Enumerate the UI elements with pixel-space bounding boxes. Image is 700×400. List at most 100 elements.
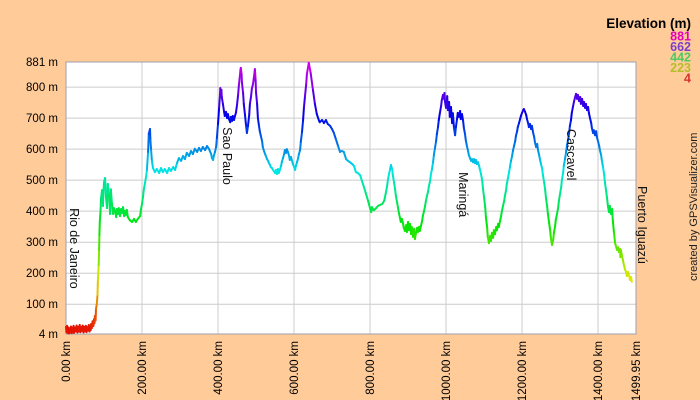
elevation-profile-segment	[361, 180, 365, 188]
elevation-profile-segment	[393, 181, 397, 191]
elevation-profile-segment	[101, 181, 105, 207]
elevation-profile-segment	[139, 208, 142, 218]
x-axis-tick-label: 800.00 km	[365, 341, 377, 395]
elevation-profile-segment	[429, 173, 432, 183]
elevation-profile-segment	[435, 126, 439, 135]
x-axis-tick-label: 1499.95 km	[631, 341, 643, 400]
legend-value-881: 881	[670, 30, 691, 44]
elevation-profile-segment	[568, 124, 571, 134]
elevation-profile-segment	[434, 140, 438, 149]
elevation-profile-segment	[220, 96, 224, 105]
elevation-profile-segment	[464, 139, 468, 148]
elevation-profile-segment	[250, 88, 253, 98]
elevation-profile-segment	[600, 159, 604, 169]
elevation-profile-segment	[536, 142, 539, 152]
elevation-profile-segment	[611, 219, 615, 234]
elevation-profile-segment	[431, 160, 435, 170]
elevation-profile-segment	[248, 95, 253, 105]
elevation-profile-segment	[215, 123, 219, 139]
elevation-profile-segment	[307, 61, 312, 75]
elevation-profile-segment	[462, 119, 465, 130]
elevation-profile-segment	[437, 119, 440, 129]
elevation-profile-segment	[362, 186, 367, 195]
elevation-profile-segment	[312, 89, 316, 105]
elevation-profile-segment	[560, 172, 565, 181]
elevation-profile-segment	[359, 174, 363, 183]
elevation-profile-segment	[221, 102, 226, 113]
y-axis-tick-label: 100 m	[26, 299, 58, 311]
elevation-profile-segment	[552, 231, 555, 241]
x-axis-tick-label: 600.00 km	[289, 341, 301, 395]
elevation-profile-segment	[364, 192, 370, 202]
elevation-profile-segment	[507, 171, 511, 179]
elevation-profile-segment	[486, 226, 489, 238]
elevation-profile-segment	[562, 158, 566, 167]
elevation-profile-segment	[480, 173, 484, 181]
elevation-profile-segment	[394, 188, 397, 197]
elevation-profile-segment	[304, 83, 308, 98]
elevation-profile-segment	[394, 195, 398, 203]
elevation-profile-segment	[562, 164, 565, 174]
elevation-profile-segment	[96, 264, 100, 281]
y-axis-tick-label: 600 m	[26, 144, 58, 156]
elevation-profile-segment	[236, 93, 240, 107]
elevation-profile-segment	[334, 137, 340, 148]
elevation-profile-segment	[508, 159, 512, 169]
elevation-profile-segment	[503, 189, 508, 197]
legend-value-442: 442	[670, 51, 691, 65]
y-axis-tick-label: 500 m	[26, 175, 58, 187]
elevation-profile-segment	[337, 145, 341, 153]
x-axis-tick-label: 200.00 km	[137, 341, 149, 395]
elevation-profile-segment	[391, 173, 395, 183]
y-axis-tick-label: 300 m	[26, 237, 58, 249]
elevation-profile-segment	[242, 92, 245, 105]
elevation-profile-segment	[386, 178, 389, 188]
waypoint-label-maring-: Maringá	[456, 172, 470, 217]
waypoint-label-rio-de-janeiro: Rio de Janeiro	[67, 208, 81, 289]
elevation-profile-segment	[557, 193, 561, 202]
elevation-profile-segment	[544, 189, 547, 200]
elevation-profile-segment	[242, 102, 246, 116]
elevation-profile-segment	[302, 106, 305, 121]
elevation-profile-segment	[142, 187, 145, 197]
elevation-profile-segment	[150, 159, 154, 170]
elevation-profile-segment	[451, 112, 455, 130]
elevation-profile-segment	[244, 114, 248, 127]
elevation-profile-segment	[141, 195, 145, 205]
elevation-profile-segment	[462, 127, 466, 135]
elevation-profile-segment	[438, 105, 443, 114]
x-axis-tick-label: 1200.00 km	[517, 341, 529, 400]
y-axis-tick-label: 800 m	[26, 82, 58, 94]
elevation-profile-segment	[150, 149, 153, 162]
elevation-profile-segment	[147, 133, 150, 153]
elevation-profile-segment	[95, 293, 99, 306]
elevation-profile-segment	[437, 111, 441, 121]
elevation-profile-segment	[145, 168, 148, 178]
elevation-profile-segment	[568, 119, 572, 127]
elevation-profile-segment	[149, 138, 153, 152]
elevation-profile-segment	[554, 213, 558, 221]
elevation-profile-segment	[353, 164, 357, 174]
elevation-profile-segment	[484, 206, 487, 219]
elevation-profile-segment	[256, 117, 260, 127]
elevation-profile-segment	[541, 173, 546, 183]
elevation-profile-segment	[240, 81, 245, 94]
elevation-profile-segment	[253, 68, 257, 81]
elevation-profile-segment	[309, 72, 314, 92]
elevation-profile-segment	[247, 114, 251, 127]
elevation-profile-segment	[567, 132, 571, 142]
elevation-profile-segment	[301, 119, 305, 134]
elevation-profile-segment	[413, 231, 417, 241]
elevation-profile-segment	[546, 213, 550, 223]
elevation-profile-segment	[367, 199, 371, 210]
elevation-profile-segment	[217, 106, 221, 125]
elevation-profile-segment	[106, 182, 110, 196]
elevation-profile-segment	[530, 124, 534, 134]
elevation-profile-segment	[557, 199, 560, 210]
y-axis-tick-label: 881 m	[26, 57, 58, 69]
elevation-profile-segment	[571, 100, 576, 108]
elevation-profile-segment	[505, 182, 508, 192]
elevation-profile-segment	[560, 178, 563, 188]
elevation-profile-segment	[464, 133, 467, 142]
